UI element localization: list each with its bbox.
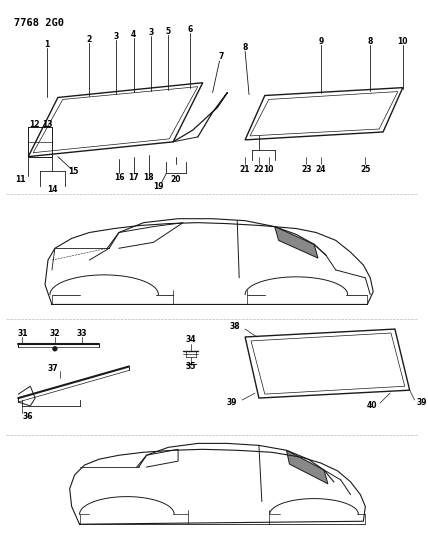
Text: 20: 20 — [171, 175, 181, 184]
Polygon shape — [286, 450, 328, 484]
Text: 7: 7 — [219, 52, 224, 61]
Text: 6: 6 — [187, 25, 193, 34]
Text: 2: 2 — [87, 35, 92, 44]
Text: 31: 31 — [17, 328, 28, 337]
Text: 9: 9 — [318, 37, 324, 46]
Text: 22: 22 — [254, 165, 264, 174]
Text: 14: 14 — [47, 184, 57, 193]
Text: 15: 15 — [68, 167, 79, 176]
Text: 36: 36 — [22, 413, 33, 421]
Text: 25: 25 — [360, 165, 371, 174]
Text: 8: 8 — [242, 43, 248, 52]
Text: 10: 10 — [398, 37, 408, 46]
Text: 5: 5 — [166, 27, 171, 36]
Text: 34: 34 — [186, 335, 196, 344]
Text: 39: 39 — [416, 399, 427, 408]
Text: 38: 38 — [229, 321, 240, 330]
Text: 40: 40 — [367, 401, 377, 410]
Text: 10: 10 — [264, 165, 274, 174]
Text: 12: 12 — [29, 119, 39, 128]
Text: 13: 13 — [42, 119, 52, 128]
Text: 3: 3 — [113, 32, 119, 41]
Text: 17: 17 — [128, 173, 139, 182]
Text: 33: 33 — [76, 328, 87, 337]
Circle shape — [53, 347, 57, 351]
Text: 4: 4 — [131, 30, 137, 39]
Text: 7768 2G0: 7768 2G0 — [15, 18, 65, 28]
Text: 11: 11 — [15, 175, 26, 184]
Text: 16: 16 — [114, 173, 124, 182]
Text: 8: 8 — [368, 37, 373, 46]
Text: 24: 24 — [316, 165, 326, 174]
Text: 19: 19 — [153, 182, 163, 191]
Text: 1: 1 — [45, 40, 50, 49]
Text: 32: 32 — [50, 328, 60, 337]
Text: 39: 39 — [227, 399, 237, 408]
Text: 23: 23 — [301, 165, 312, 174]
Polygon shape — [275, 227, 318, 258]
Text: 3: 3 — [149, 28, 154, 37]
Text: 35: 35 — [186, 362, 196, 371]
Text: 37: 37 — [47, 364, 58, 373]
Text: 21: 21 — [240, 165, 250, 174]
Text: 18: 18 — [143, 173, 154, 182]
